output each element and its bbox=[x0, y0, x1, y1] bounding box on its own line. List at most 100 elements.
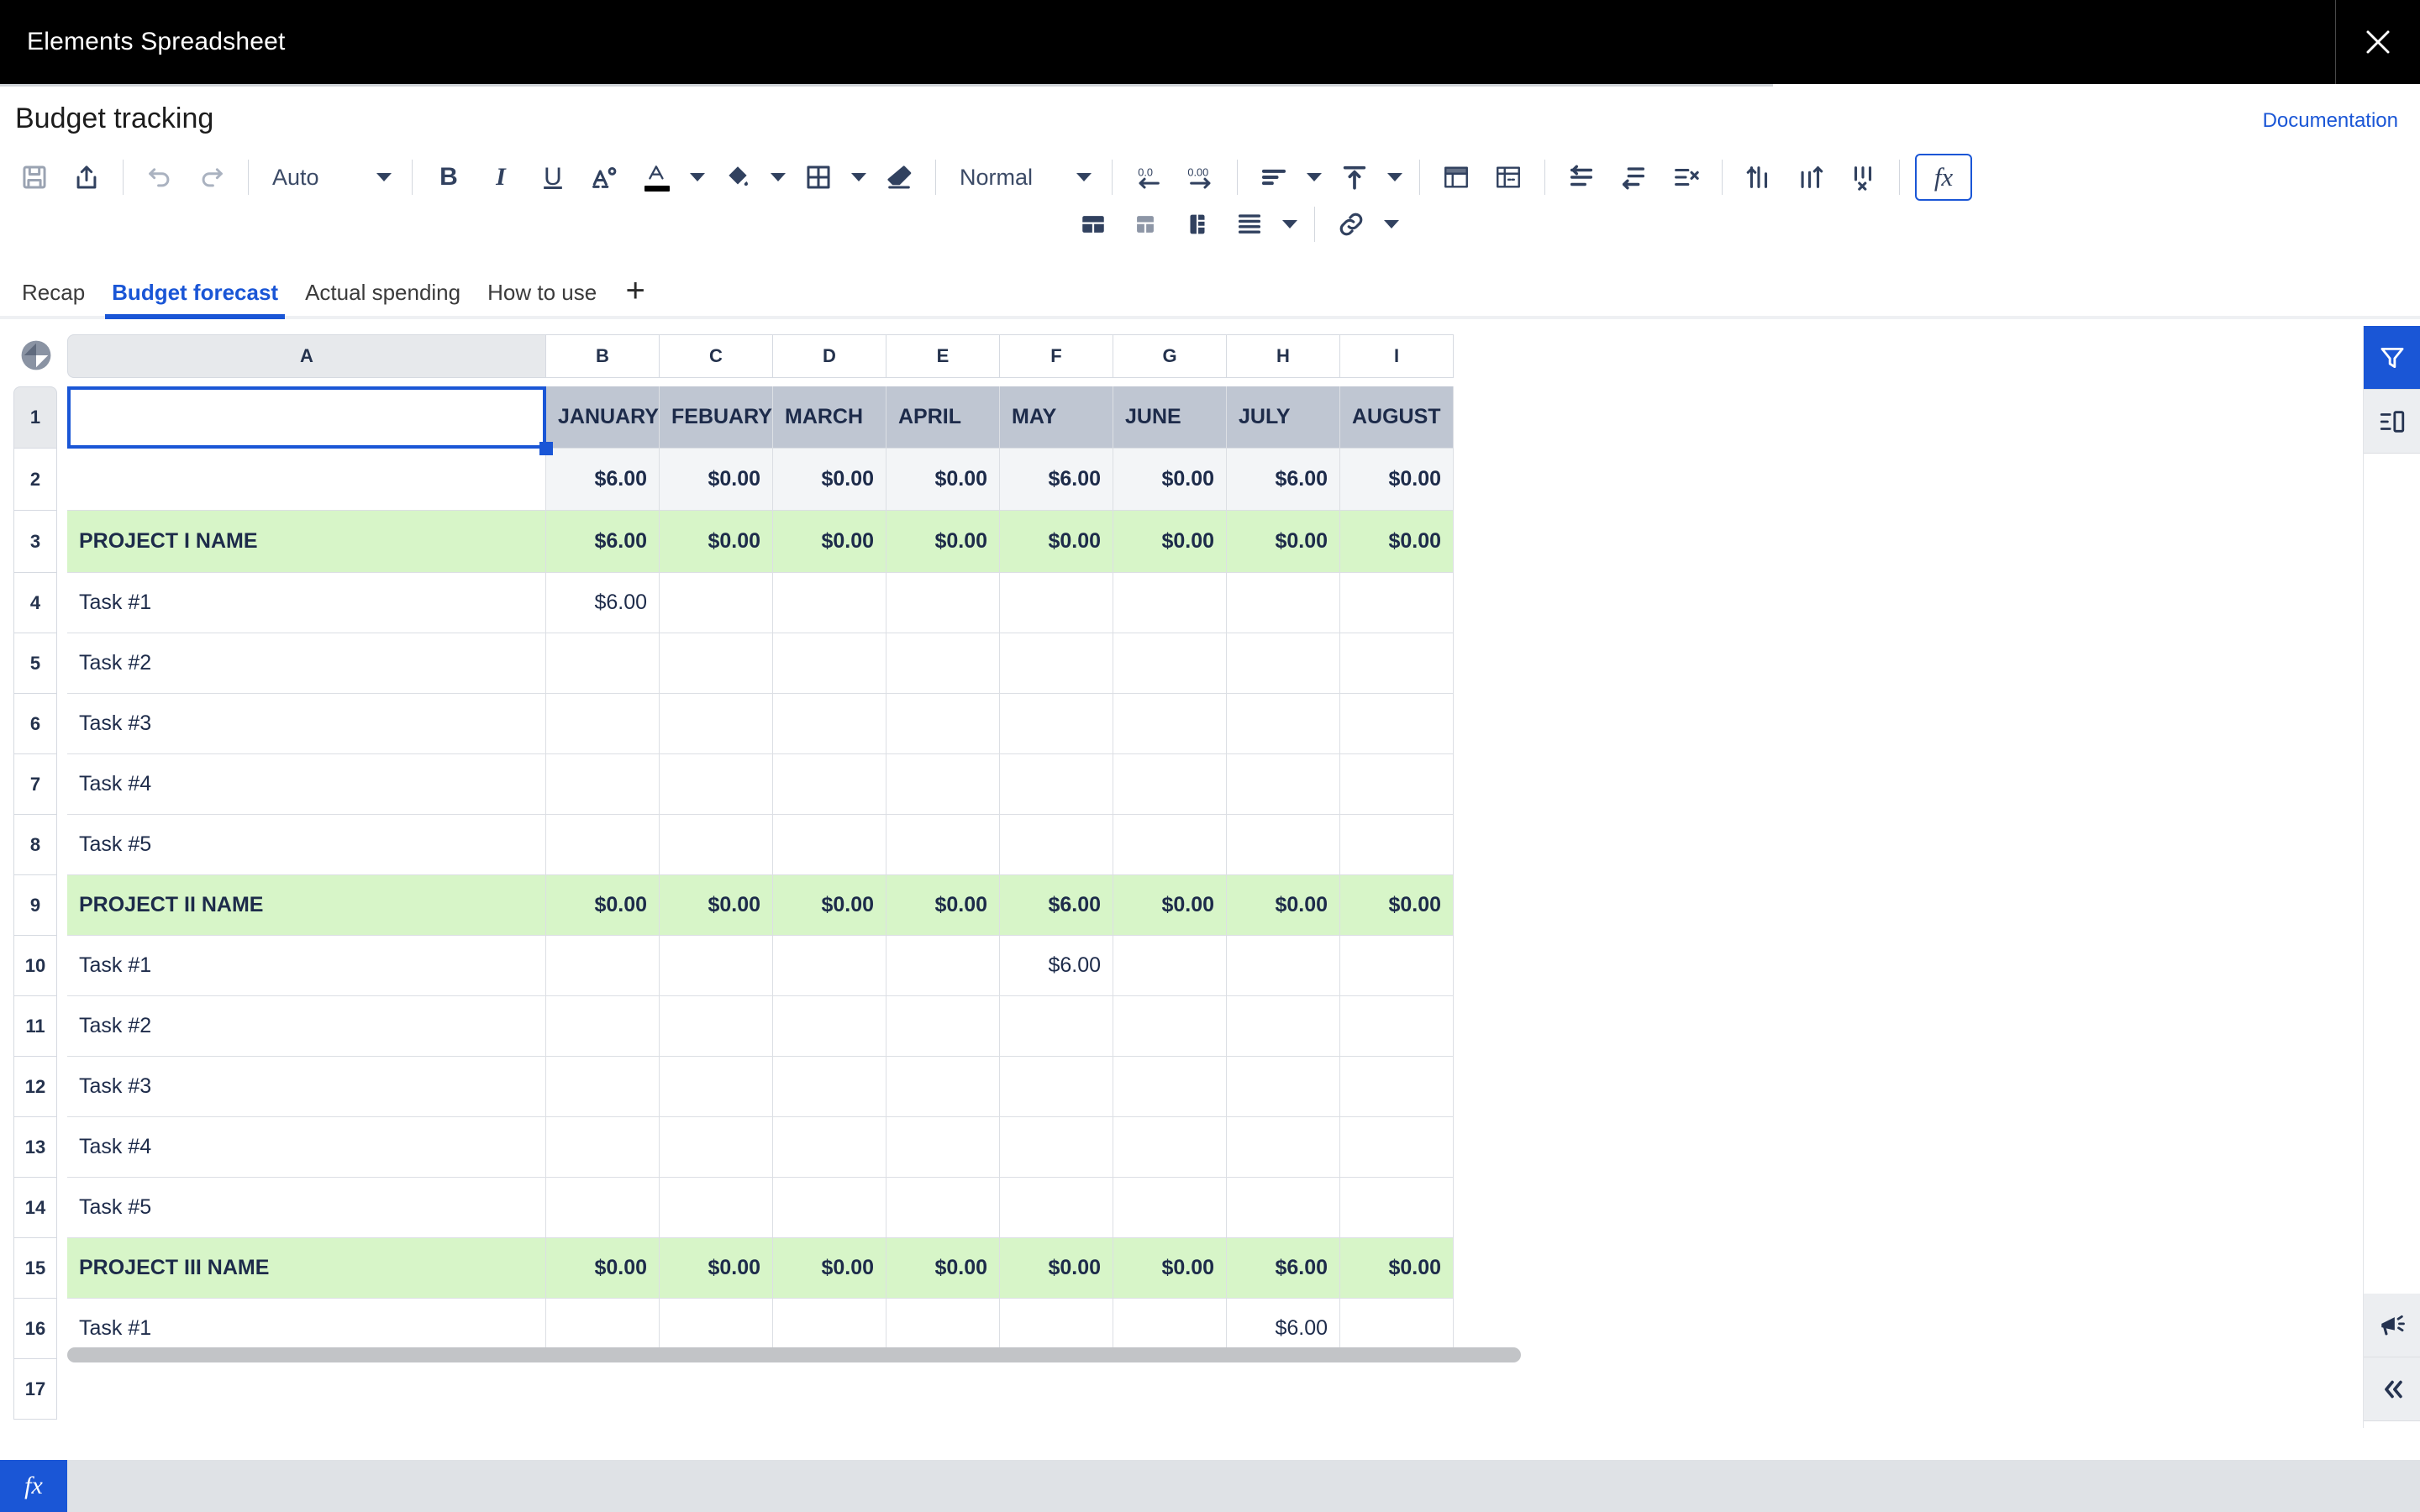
cell-B11[interactable] bbox=[546, 996, 660, 1057]
cell-F16[interactable] bbox=[1000, 1299, 1113, 1352]
cell-F14[interactable] bbox=[1000, 1178, 1113, 1238]
formula-bar-fx-button[interactable]: fx bbox=[0, 1460, 67, 1512]
cell-H14[interactable] bbox=[1227, 1178, 1340, 1238]
column-header-h[interactable]: H bbox=[1227, 334, 1340, 378]
row-header-15[interactable]: 15 bbox=[13, 1238, 57, 1299]
cell-D16[interactable] bbox=[773, 1299, 886, 1352]
cell-C16[interactable] bbox=[660, 1299, 773, 1352]
column-header-b[interactable]: B bbox=[546, 334, 660, 378]
cell-C7[interactable] bbox=[660, 754, 773, 815]
cell-I1[interactable]: AUGUST bbox=[1340, 386, 1454, 449]
row-header-12[interactable]: 12 bbox=[13, 1057, 57, 1117]
wrap-text-dropdown[interactable] bbox=[1276, 200, 1304, 249]
insert-column-left-button[interactable] bbox=[1733, 153, 1785, 202]
sheet-tab-actual-spending[interactable]: Actual spending bbox=[305, 280, 461, 305]
cell-A16[interactable]: Task #1 bbox=[67, 1299, 546, 1352]
row-header-2[interactable]: 2 bbox=[13, 449, 57, 511]
cell-A12[interactable]: Task #3 bbox=[67, 1057, 546, 1117]
fill-color-dropdown[interactable] bbox=[764, 153, 792, 202]
row-header-8[interactable]: 8 bbox=[13, 815, 57, 875]
cell-C9[interactable]: $0.00 bbox=[660, 875, 773, 936]
cell-F11[interactable] bbox=[1000, 996, 1113, 1057]
cell-G16[interactable] bbox=[1113, 1299, 1227, 1352]
cell-B12[interactable] bbox=[546, 1057, 660, 1117]
column-header-a[interactable]: A bbox=[67, 334, 546, 378]
cell-I5[interactable] bbox=[1340, 633, 1454, 694]
horizontal-align-dropdown[interactable] bbox=[1300, 153, 1328, 202]
cell-G10[interactable] bbox=[1113, 936, 1227, 996]
cell-I7[interactable] bbox=[1340, 754, 1454, 815]
cell-I11[interactable] bbox=[1340, 996, 1454, 1057]
cell-C14[interactable] bbox=[660, 1178, 773, 1238]
cell-F1[interactable]: MAY bbox=[1000, 386, 1113, 449]
cell-A7[interactable]: Task #4 bbox=[67, 754, 546, 815]
cell-E10[interactable] bbox=[886, 936, 1000, 996]
cell-I14[interactable] bbox=[1340, 1178, 1454, 1238]
cell-E3[interactable]: $0.00 bbox=[886, 511, 1000, 573]
cell-G15[interactable]: $0.00 bbox=[1113, 1238, 1227, 1299]
cell-I3[interactable]: $0.00 bbox=[1340, 511, 1454, 573]
cell-H4[interactable] bbox=[1227, 573, 1340, 633]
merge-horizontal-button[interactable] bbox=[1119, 200, 1171, 249]
cell-H5[interactable] bbox=[1227, 633, 1340, 694]
cell-B15[interactable]: $0.00 bbox=[546, 1238, 660, 1299]
cell-C5[interactable] bbox=[660, 633, 773, 694]
cell-C6[interactable] bbox=[660, 694, 773, 754]
cell-C8[interactable] bbox=[660, 815, 773, 875]
cell-G4[interactable] bbox=[1113, 573, 1227, 633]
cell-G11[interactable] bbox=[1113, 996, 1227, 1057]
export-button[interactable] bbox=[60, 153, 113, 202]
cell-B2[interactable]: $6.00 bbox=[546, 449, 660, 511]
row-header-9[interactable]: 9 bbox=[13, 875, 57, 936]
cell-F3[interactable]: $0.00 bbox=[1000, 511, 1113, 573]
cell-H8[interactable] bbox=[1227, 815, 1340, 875]
horizontal-scrollbar-thumb[interactable] bbox=[67, 1347, 1521, 1362]
row-header-14[interactable]: 14 bbox=[13, 1178, 57, 1238]
underline-button[interactable]: U bbox=[527, 153, 579, 202]
cell-A8[interactable]: Task #5 bbox=[67, 815, 546, 875]
cell-B5[interactable] bbox=[546, 633, 660, 694]
cell-I15[interactable]: $0.00 bbox=[1340, 1238, 1454, 1299]
cell-G9[interactable]: $0.00 bbox=[1113, 875, 1227, 936]
italic-button[interactable]: I bbox=[475, 153, 527, 202]
cell-B7[interactable] bbox=[546, 754, 660, 815]
cell-B6[interactable] bbox=[546, 694, 660, 754]
cell-A4[interactable]: Task #1 bbox=[67, 573, 546, 633]
formula-bar-input[interactable] bbox=[67, 1460, 2420, 1512]
text-color-dropdown[interactable] bbox=[683, 153, 712, 202]
insert-link-button[interactable] bbox=[1325, 200, 1377, 249]
cell-I16[interactable] bbox=[1340, 1299, 1454, 1352]
cell-H2[interactable]: $6.00 bbox=[1227, 449, 1340, 511]
cell-E4[interactable] bbox=[886, 573, 1000, 633]
cell-F9[interactable]: $6.00 bbox=[1000, 875, 1113, 936]
close-window-button[interactable] bbox=[2336, 0, 2420, 84]
side-panel-button[interactable] bbox=[2364, 390, 2420, 454]
cell-A6[interactable]: Task #3 bbox=[67, 694, 546, 754]
cell-G14[interactable] bbox=[1113, 1178, 1227, 1238]
cell-E6[interactable] bbox=[886, 694, 1000, 754]
increase-decimal-button[interactable]: 0.00 bbox=[1175, 153, 1227, 202]
cell-I12[interactable] bbox=[1340, 1057, 1454, 1117]
cell-A3[interactable]: PROJECT I NAME bbox=[67, 511, 546, 573]
cell-A5[interactable]: Task #2 bbox=[67, 633, 546, 694]
cell-G3[interactable]: $0.00 bbox=[1113, 511, 1227, 573]
decrease-decimal-button[interactable]: 0.0 bbox=[1123, 153, 1175, 202]
column-header-g[interactable]: G bbox=[1113, 334, 1227, 378]
delete-row-button[interactable] bbox=[1660, 153, 1712, 202]
cell-H11[interactable] bbox=[1227, 996, 1340, 1057]
cell-I2[interactable]: $0.00 bbox=[1340, 449, 1454, 511]
row-header-17[interactable]: 17 bbox=[13, 1359, 57, 1420]
undo-button[interactable] bbox=[134, 153, 186, 202]
cell-I8[interactable] bbox=[1340, 815, 1454, 875]
cell-G2[interactable]: $0.00 bbox=[1113, 449, 1227, 511]
merge-vertical-button[interactable] bbox=[1171, 200, 1223, 249]
cell-B14[interactable] bbox=[546, 1178, 660, 1238]
collapse-panel-button[interactable] bbox=[2364, 1357, 2420, 1421]
insert-column-right-button[interactable] bbox=[1785, 153, 1837, 202]
cell-D15[interactable]: $0.00 bbox=[773, 1238, 886, 1299]
cell-E16[interactable] bbox=[886, 1299, 1000, 1352]
cell-H9[interactable]: $0.00 bbox=[1227, 875, 1340, 936]
cell-C11[interactable] bbox=[660, 996, 773, 1057]
cell-B1[interactable]: JANUARY bbox=[546, 386, 660, 449]
row-header-1[interactable]: 1 bbox=[13, 386, 57, 449]
